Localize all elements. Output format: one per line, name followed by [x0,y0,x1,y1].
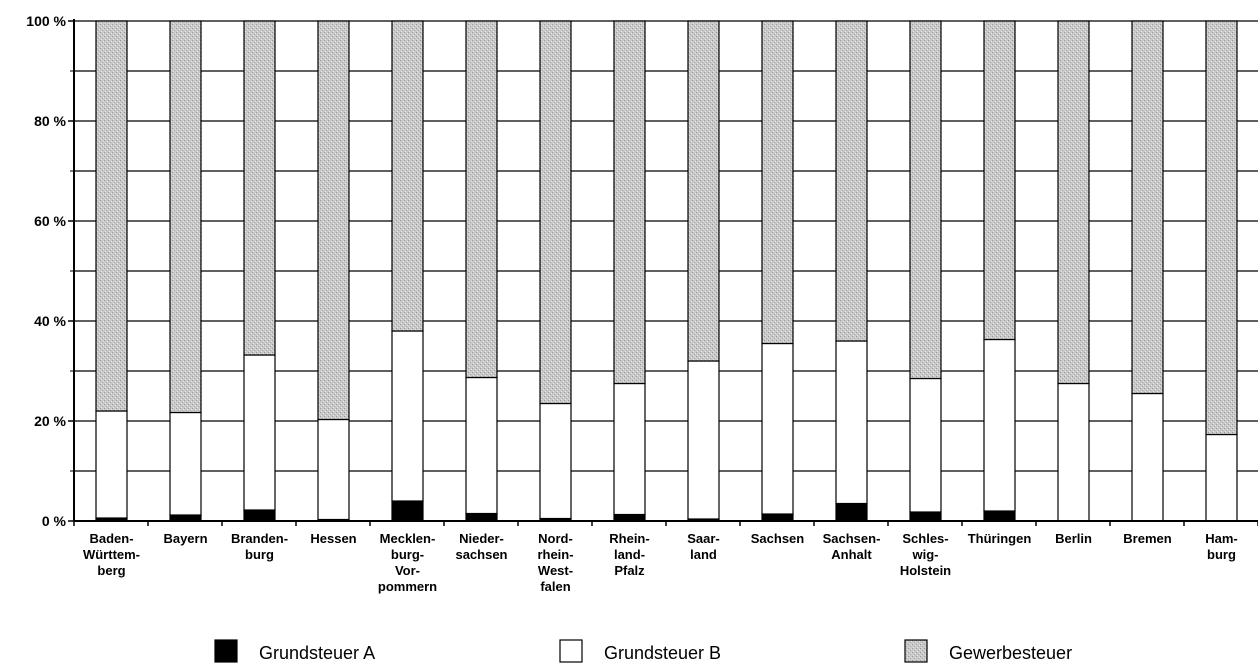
bar-segment-gewerbesteuer [835,20,868,342]
bar-segment-grundsteuer-a [465,512,498,522]
category-labels: Baden-Württem-berg Bayern Branden-burg Hess… [83,531,1238,594]
bar-segment-grundsteuer-b [983,338,1016,512]
bar-segment-gewerbesteuer [95,20,128,412]
bar-segment-gewerbesteuer [391,20,424,332]
bar-segment-grundsteuer-b [95,410,128,519]
bar-segment-grundsteuer-a [909,511,942,522]
bar-segment-grundsteuer-b [761,342,794,515]
bar-segment-grundsteuer-b [1131,392,1164,522]
legend: Grundsteuer A Grundsteuer B Gewerbesteuer [214,639,1072,663]
bar-segment-grundsteuer-a [983,510,1016,522]
bar-segment-grundsteuer-b [909,377,942,513]
bar-segment-gewerbesteuer [539,20,572,405]
category-label: Sachsen [751,531,805,546]
bar-segment-grundsteuer-a [835,502,868,522]
bar-segment-gewerbesteuer [909,20,942,380]
bars [95,20,1238,522]
bar-segment-grundsteuer-b [391,330,424,502]
bar-segment-grundsteuer-b [317,418,350,521]
legend-label: Grundsteuer B [604,643,721,663]
bar-segment-grundsteuer-b [1057,382,1090,522]
category-label: Nord-rhein-West-falen [537,531,573,594]
bar-segment-grundsteuer-b [1205,433,1238,522]
axes [68,19,1258,526]
bar-segment-gewerbesteuer [613,20,646,385]
legend-swatch [214,639,238,663]
y-tick-label: 100 % [26,13,66,29]
bar-segment-gewerbesteuer [761,20,794,345]
bar-segment-gewerbesteuer [243,20,276,356]
y-tick-label: 20 % [34,413,66,429]
category-label: Branden-burg [231,531,288,562]
category-label: Rhein-land-Pfalz [609,531,649,578]
bar-segment-grundsteuer-b [835,340,868,505]
legend-swatch [559,639,583,663]
bar-segment-gewerbesteuer [983,20,1016,341]
category-label: Ham-burg [1205,531,1238,562]
bar-segment-grundsteuer-a [391,500,424,522]
category-label: Thüringen [968,531,1032,546]
category-label: Saar-land [687,531,720,562]
bar-segment-gewerbesteuer [1205,20,1238,436]
bar-segment-grundsteuer-a [243,509,276,522]
legend-label: Gewerbesteuer [949,643,1072,663]
category-label: Bremen [1123,531,1171,546]
y-tick-label: 40 % [34,313,66,329]
legend-swatch [904,639,928,663]
y-tick-label: 60 % [34,213,66,229]
legend-label: Grundsteuer A [259,643,375,663]
bar-segment-gewerbesteuer [1131,20,1164,395]
legend-item-grundsteuer-b: Grundsteuer B [559,639,721,663]
category-label: Berlin [1055,531,1092,546]
legend-item-gewerbesteuer: Gewerbesteuer [904,639,1072,663]
category-label: Schles-wig-Holstein [900,531,951,578]
bar-segment-grundsteuer-a [761,513,794,522]
category-label: Mecklen-burg-Vor-pommern [378,531,437,594]
category-label: Sachsen-Anhalt [823,531,881,562]
bar-segment-gewerbesteuer [169,20,202,414]
bar-segment-gewerbesteuer [687,20,720,362]
y-tick-label: 0 % [42,513,67,529]
y-tick-labels: 0 % 20 % 40 % 60 % 80 % 100 % [26,13,66,529]
bar-segment-grundsteuer-b [169,411,202,516]
bar-segment-grundsteuer-b [687,360,720,520]
bar-segment-gewerbesteuer [317,20,350,421]
bar-segment-grundsteuer-b [243,354,276,511]
bar-segment-grundsteuer-b [613,382,646,516]
category-label: Hessen [310,531,356,546]
bar-segment-grundsteuer-b [539,402,572,520]
bar-segment-grundsteuer-b [465,376,498,515]
category-label: Bayern [163,531,207,546]
y-tick-label: 80 % [34,113,66,129]
category-label: Nieder-sachsen [455,531,507,562]
category-label: Baden-Württem-berg [83,531,140,578]
bar-segment-gewerbesteuer [465,20,498,379]
legend-item-grundsteuer-a: Grundsteuer A [214,639,375,663]
bar-segment-gewerbesteuer [1057,20,1090,385]
